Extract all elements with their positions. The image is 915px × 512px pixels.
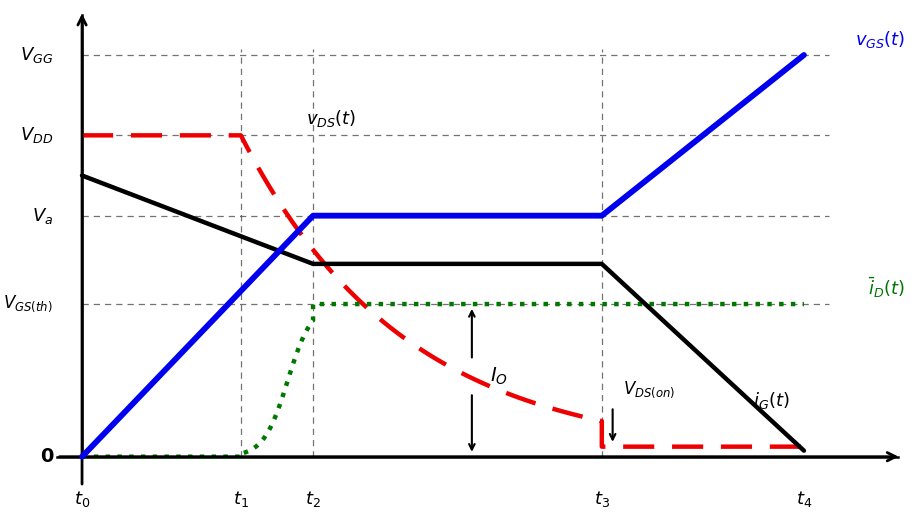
Text: $v_{GS}(t)$: $v_{GS}(t)$	[855, 29, 905, 50]
Text: $V_{GG}$: $V_{GG}$	[20, 45, 53, 65]
Text: $t_3$: $t_3$	[594, 489, 609, 509]
Text: $t_1$: $t_1$	[233, 489, 249, 509]
Text: $V_a$: $V_a$	[32, 206, 53, 226]
Text: $t_0$: $t_0$	[74, 489, 91, 509]
Text: $\bar{i}_D(t)$: $\bar{i}_D(t)$	[868, 275, 905, 300]
Text: $V_{DS(on)}$: $V_{DS(on)}$	[623, 380, 675, 400]
Text: $I_O$: $I_O$	[490, 366, 508, 387]
Text: $v_{DS}(t)$: $v_{DS}(t)$	[306, 109, 356, 130]
Text: $i_G(t)$: $i_G(t)$	[753, 390, 791, 411]
Text: $V_{GS(th)}$: $V_{GS(th)}$	[4, 294, 53, 314]
Text: $V_{DD}$: $V_{DD}$	[20, 125, 53, 145]
Text: $t_4$: $t_4$	[796, 489, 813, 509]
Text: $t_2$: $t_2$	[305, 489, 321, 509]
Text: 0: 0	[39, 447, 53, 466]
